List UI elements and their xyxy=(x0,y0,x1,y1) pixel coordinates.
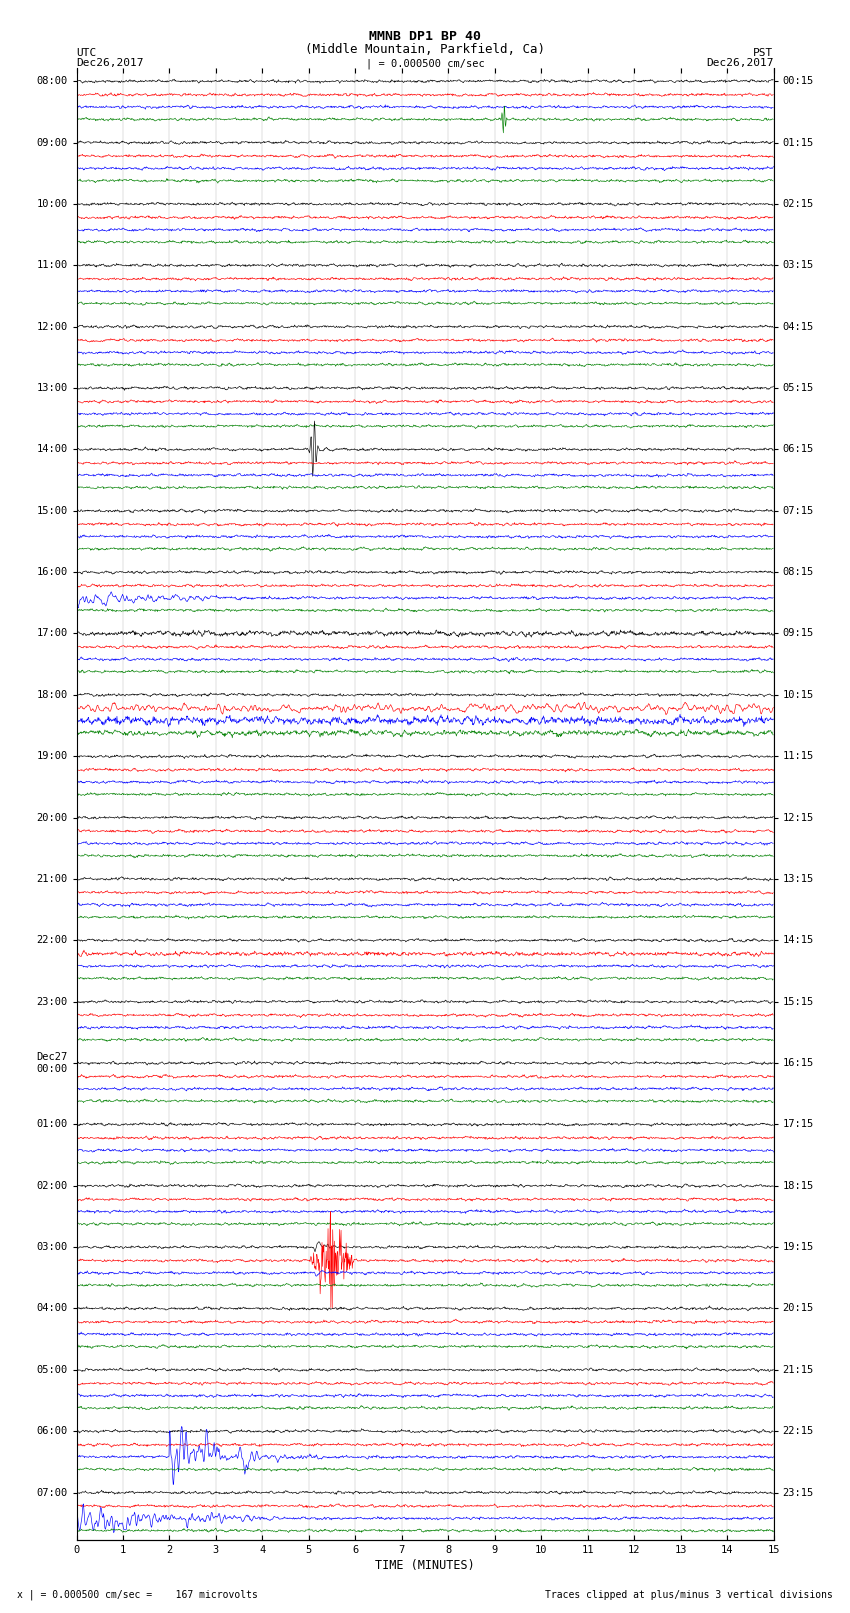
X-axis label: TIME (MINUTES): TIME (MINUTES) xyxy=(375,1560,475,1573)
Text: MMNB DP1 BP 40: MMNB DP1 BP 40 xyxy=(369,29,481,44)
Text: Traces clipped at plus/minus 3 vertical divisions: Traces clipped at plus/minus 3 vertical … xyxy=(545,1590,833,1600)
Text: Dec26,2017: Dec26,2017 xyxy=(76,58,144,68)
Text: PST: PST xyxy=(753,48,774,58)
Text: | = 0.000500 cm/sec: | = 0.000500 cm/sec xyxy=(366,58,484,69)
Text: UTC: UTC xyxy=(76,48,97,58)
Text: x | = 0.000500 cm/sec =    167 microvolts: x | = 0.000500 cm/sec = 167 microvolts xyxy=(17,1589,258,1600)
Text: Dec26,2017: Dec26,2017 xyxy=(706,58,774,68)
Text: (Middle Mountain, Parkfield, Ca): (Middle Mountain, Parkfield, Ca) xyxy=(305,44,545,56)
